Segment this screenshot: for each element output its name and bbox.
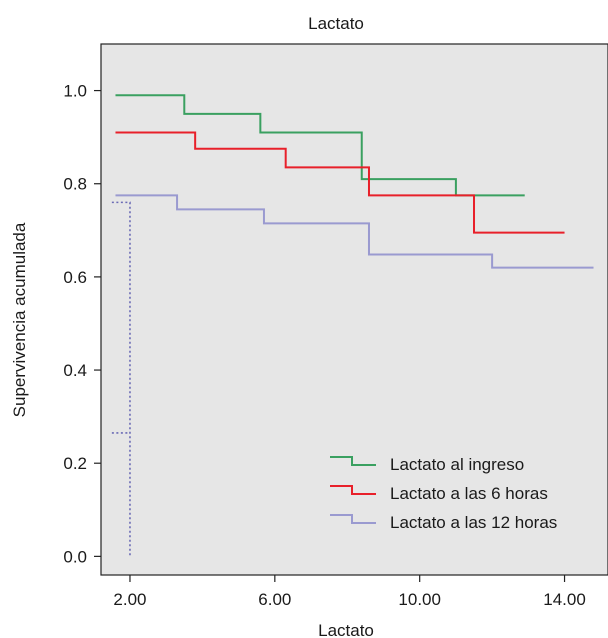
x-tick-label: 6.00 (258, 590, 291, 609)
x-axis: 2.00 6.00 10.00 14.00 (113, 575, 586, 609)
reference-lines (111, 201, 131, 557)
series-line-2 (115, 131, 565, 234)
y-tick-label: 0.6 (63, 268, 87, 287)
legend-swatch (330, 485, 376, 495)
y-tick-label: 1.0 (63, 82, 87, 101)
y-tick-label: 0.8 (63, 175, 87, 194)
legend: Lactato al ingreso Lactato a las 6 horas L… (330, 455, 557, 532)
y-tick-label: 0.4 (63, 361, 87, 380)
y-axis: 0.0 0.2 0.4 0.6 0.8 1.0 (63, 82, 101, 566)
x-tick-label: 2.00 (113, 590, 146, 609)
chart-title: Lactato (308, 14, 364, 33)
legend-label: Lactato al ingreso (390, 455, 524, 474)
legend-swatch (330, 456, 376, 466)
legend-swatch (330, 514, 376, 524)
x-axis-label: Lactato (318, 621, 374, 638)
series-line-1 (115, 94, 525, 197)
series-lines (115, 94, 594, 269)
x-tick-label: 14.00 (543, 590, 586, 609)
series-line-3 (115, 194, 594, 269)
y-axis-label: Supervivencia acumulada (10, 222, 29, 417)
reference-dotted-line (111, 201, 131, 557)
y-tick-label: 0.0 (63, 547, 87, 566)
y-tick-label: 0.2 (63, 454, 87, 473)
x-tick-label: 10.00 (398, 590, 441, 609)
legend-label: Lactato a las 12 horas (390, 513, 557, 532)
legend-label: Lactato a las 6 horas (390, 484, 548, 503)
